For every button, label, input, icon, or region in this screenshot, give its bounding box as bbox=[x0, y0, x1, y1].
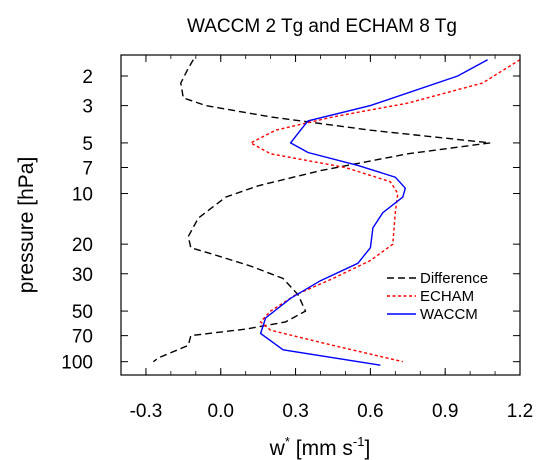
y-tick-label: 3 bbox=[82, 97, 93, 118]
x-tick-label: 0.0 bbox=[208, 401, 234, 422]
series-line-echam bbox=[249, 59, 521, 363]
chart-title: WACCM 2 Tg and ECHAM 8 Tg bbox=[187, 16, 457, 37]
x-tick-label: 1.2 bbox=[507, 401, 533, 422]
y-tick-label: 5 bbox=[82, 134, 93, 155]
series-line-waccm bbox=[259, 59, 488, 366]
x-axis-label-end: ] bbox=[364, 437, 370, 460]
series-line-difference bbox=[152, 59, 491, 363]
x-axis-label-mid: [mm s bbox=[290, 437, 353, 460]
y-tick-label: 30 bbox=[72, 265, 93, 286]
plot-frame bbox=[120, 54, 521, 376]
plot-border bbox=[120, 54, 521, 376]
y-tick-label: 10 bbox=[72, 185, 93, 206]
legend-label-echam: ECHAM bbox=[420, 288, 474, 305]
y-axis-ticks: 2 3 5 7 10 20 30 50 70 100 bbox=[61, 67, 520, 374]
x-tick-label: 0.3 bbox=[282, 401, 308, 422]
x-axis-ticks: -0.3 0.0 0.3 0.6 0.9 1.2 bbox=[120, 55, 533, 422]
x-axis-label-sup2: -1 bbox=[353, 434, 365, 449]
y-tick-label: 70 bbox=[72, 327, 93, 348]
y-tick-label: 100 bbox=[61, 353, 93, 374]
legend-label-waccm: WACCM bbox=[420, 306, 478, 323]
x-tick-label: 0.9 bbox=[432, 401, 458, 422]
y-tick-label: 2 bbox=[82, 67, 93, 88]
series-layer bbox=[152, 59, 521, 366]
x-axis-label: w* [mm s-1] bbox=[269, 434, 371, 460]
x-axis-label-base: w bbox=[269, 437, 286, 460]
legend-label-difference: Difference bbox=[420, 270, 488, 287]
x-tick-label: 0.6 bbox=[357, 401, 383, 422]
x-axis-label-sup1: * bbox=[285, 434, 290, 449]
y-tick-label: 7 bbox=[82, 158, 93, 179]
y-tick-label: 20 bbox=[72, 235, 93, 256]
y-axis-label: pressure [hPa] bbox=[15, 157, 38, 294]
x-tick-label: -0.3 bbox=[130, 401, 163, 422]
y-tick-label: 50 bbox=[72, 302, 93, 323]
